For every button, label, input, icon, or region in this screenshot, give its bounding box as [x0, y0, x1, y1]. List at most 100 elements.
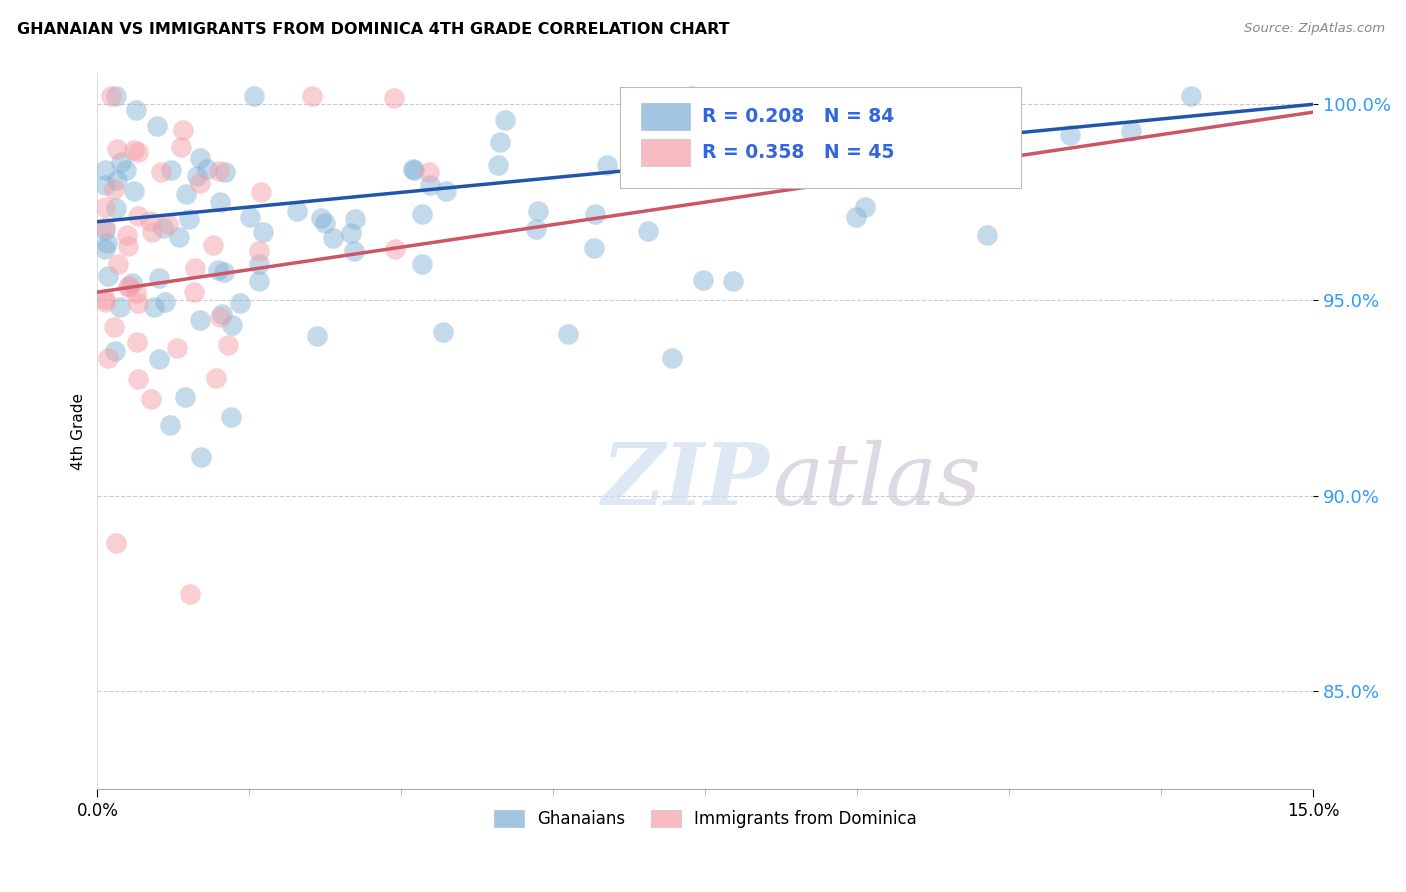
Point — [127, 296, 149, 310]
Point — [94, 178, 117, 192]
Point — [186, 169, 208, 184]
Point — [214, 165, 236, 179]
Point — [96, 236, 118, 251]
Point — [146, 119, 169, 133]
Point — [845, 211, 868, 225]
Point — [247, 244, 270, 259]
Point — [582, 241, 605, 255]
Point — [434, 184, 457, 198]
Point — [139, 214, 162, 228]
Point — [149, 165, 172, 179]
Point — [209, 194, 232, 209]
Point — [125, 335, 148, 350]
Point — [309, 211, 332, 225]
Point — [212, 265, 235, 279]
Point — [322, 231, 344, 245]
Point — [305, 328, 328, 343]
Point — [252, 225, 274, 239]
Point — [207, 262, 229, 277]
Point — [208, 310, 231, 325]
Point — [100, 89, 122, 103]
Point — [94, 242, 117, 256]
Point — [583, 207, 606, 221]
Point — [205, 371, 228, 385]
Point — [127, 145, 149, 159]
Point — [152, 221, 174, 235]
Point — [179, 586, 201, 600]
Point — [527, 203, 550, 218]
Point — [172, 123, 194, 137]
Text: GHANAIAN VS IMMIGRANTS FROM DOMINICA 4TH GRADE CORRELATION CHART: GHANAIAN VS IMMIGRANTS FROM DOMINICA 4TH… — [17, 22, 730, 37]
Point — [692, 273, 714, 287]
Point — [681, 89, 703, 103]
Point — [190, 450, 212, 464]
Point — [167, 230, 190, 244]
Point — [107, 257, 129, 271]
Point — [211, 307, 233, 321]
Point — [124, 103, 146, 117]
Point — [1121, 124, 1143, 138]
Point — [411, 207, 433, 221]
Point — [139, 392, 162, 406]
Point — [402, 162, 425, 177]
Point — [384, 242, 406, 256]
Point — [314, 216, 336, 230]
Point — [243, 89, 266, 103]
Point — [159, 418, 181, 433]
Point — [418, 164, 440, 178]
Point — [177, 212, 200, 227]
Point — [853, 200, 876, 214]
Point — [247, 256, 270, 270]
Point — [721, 275, 744, 289]
Point — [94, 223, 117, 237]
Point — [115, 163, 138, 178]
Point — [208, 164, 231, 178]
Legend: Ghanaians, Immigrants from Dominica: Ghanaians, Immigrants from Dominica — [488, 803, 924, 835]
Point — [108, 300, 131, 314]
Point — [494, 112, 516, 127]
Point — [637, 224, 659, 238]
Text: ZIP: ZIP — [602, 440, 770, 523]
Y-axis label: 4th Grade: 4th Grade — [72, 392, 86, 469]
Point — [121, 276, 143, 290]
Point — [166, 341, 188, 355]
Point — [419, 178, 441, 192]
Point — [122, 144, 145, 158]
Point — [247, 274, 270, 288]
Point — [287, 204, 309, 219]
Point — [557, 327, 579, 342]
Point — [250, 185, 273, 199]
Point — [105, 535, 128, 549]
Point — [105, 201, 128, 215]
Point — [174, 390, 197, 404]
Point — [486, 158, 509, 172]
Point — [125, 286, 148, 301]
Point — [127, 372, 149, 386]
Point — [221, 410, 243, 425]
Text: Source: ZipAtlas.com: Source: ZipAtlas.com — [1244, 22, 1385, 36]
Point — [188, 176, 211, 190]
Point — [342, 244, 364, 259]
Point — [153, 294, 176, 309]
Point — [190, 312, 212, 326]
Point — [195, 162, 218, 177]
Point — [117, 280, 139, 294]
Point — [110, 155, 132, 169]
Point — [489, 136, 512, 150]
Point — [94, 220, 117, 235]
Point — [117, 227, 139, 242]
Point — [202, 237, 225, 252]
Point — [301, 89, 323, 103]
Point — [117, 279, 139, 293]
Point — [183, 260, 205, 275]
Text: R = 0.208   N = 84: R = 0.208 N = 84 — [702, 107, 894, 126]
Point — [148, 271, 170, 285]
Point — [382, 91, 405, 105]
Point — [596, 158, 619, 172]
Point — [94, 292, 117, 306]
Point — [344, 212, 367, 227]
Point — [1059, 128, 1081, 142]
Point — [142, 301, 165, 315]
Point — [524, 222, 547, 236]
Point — [104, 343, 127, 358]
